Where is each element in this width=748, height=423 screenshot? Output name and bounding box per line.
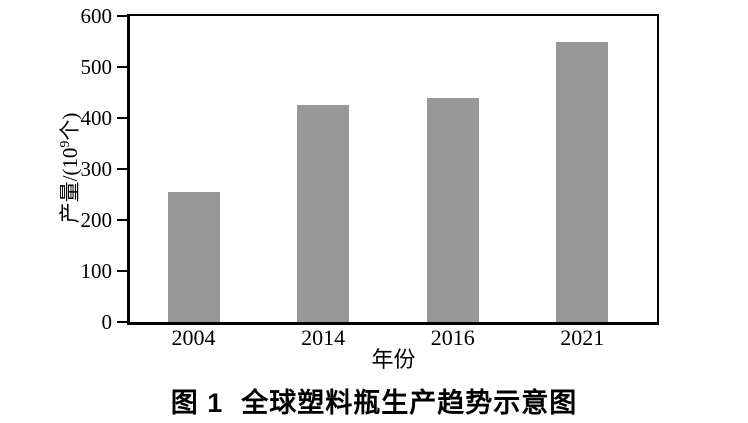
y-tick-mark: [117, 168, 127, 170]
y-tick-mark: [117, 321, 127, 323]
y-axis-label-exponent: 9: [58, 140, 73, 148]
y-tick-label: 100: [80, 259, 113, 283]
x-tick-label: 2004: [171, 325, 216, 350]
figure-caption: 图 1 全球塑料瓶生产趋势示意图: [0, 381, 748, 420]
y-axis-label: 产量/(109个): [54, 113, 84, 224]
y-tick-label: 0: [101, 310, 113, 334]
caption-number: 图 1: [170, 388, 224, 418]
x-axis-label: 年份: [371, 347, 416, 372]
bar-2014: [297, 105, 350, 322]
bar-2021: [556, 41, 609, 322]
y-axis-label-pre: 产量/(10: [58, 147, 82, 224]
y-tick-label: 600: [80, 4, 113, 28]
y-tick-mark: [117, 219, 127, 221]
plot-area: 0 100 200 300 400 500 600 2004 2014 2016 2021: [81, 5, 659, 350]
x-tick-label: 2021: [560, 325, 605, 350]
x-tick-label: 2014: [301, 325, 346, 350]
y-tick-mark: [117, 270, 127, 272]
y-tick-mark: [117, 15, 127, 17]
caption-title: 全球塑料瓶生产趋势示意图: [241, 388, 578, 418]
y-axis-label-post: 个): [58, 112, 82, 141]
y-tick-label: 500: [80, 55, 113, 79]
y-tick-mark: [117, 66, 127, 68]
x-tick-label: 2016: [430, 325, 475, 350]
y-tick-label: 200: [80, 208, 113, 232]
y-tick-mark: [117, 117, 127, 119]
y-tick-label: 400: [80, 106, 113, 130]
y-tick-label: 300: [80, 157, 113, 181]
bar-2004: [167, 191, 220, 322]
bar-2016: [426, 97, 479, 322]
